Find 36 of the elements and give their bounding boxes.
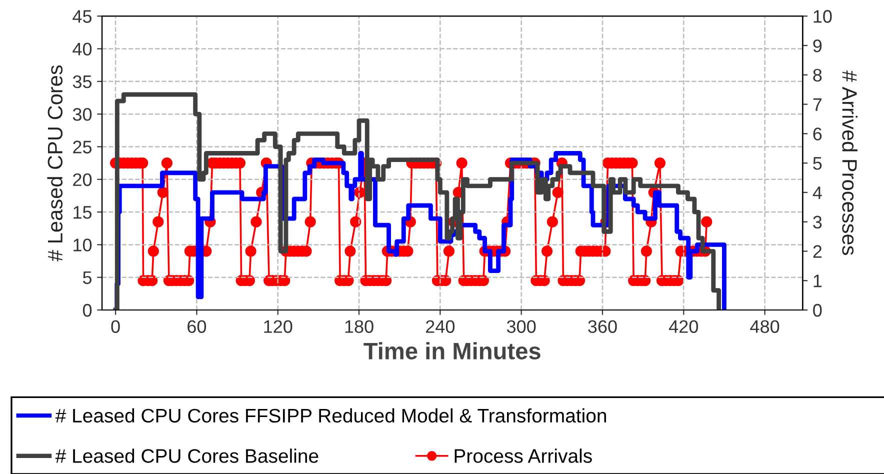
x-tick-label: 180 — [345, 320, 374, 333]
y2-tick-label: 1 — [814, 274, 822, 288]
y-tick-label: 40 — [72, 42, 92, 56]
y2-tick-label: 0 — [813, 304, 822, 317]
y2-tick-label: 10 — [814, 10, 832, 23]
x-tick-label: 120 — [264, 320, 292, 333]
x-tick-label: 480 — [750, 320, 780, 333]
x-tick-label: 300 — [506, 320, 536, 333]
y2-tick-label: 4 — [812, 186, 822, 199]
x-tick-label: 60 — [188, 320, 206, 333]
x-tick-label: 0 — [111, 320, 120, 333]
legend-label: Process Arrivals — [454, 448, 592, 463]
legend-label: # Leased CPU Cores Baseline — [55, 448, 318, 463]
y-axis-title: # Leased CPU Cores — [47, 65, 63, 262]
y2-tick-label: 6 — [813, 128, 822, 140]
y2-tick-label: 9 — [813, 39, 822, 52]
y-tick-label: 0 — [82, 304, 92, 317]
x-tick-label: 360 — [588, 320, 617, 333]
y2-tick-label: 7 — [813, 98, 822, 111]
y-tick-label: 45 — [72, 10, 92, 23]
y-tick-label: 25 — [73, 140, 92, 154]
x-tick-label: 420 — [668, 320, 698, 333]
legend-label: # Leased CPU Cores FFSIPP Reduced Model & Transformation — [55, 408, 606, 423]
y-tick-label: 30 — [72, 108, 92, 121]
y-tick-label: 5 — [82, 271, 92, 284]
y2-tick-label: 3 — [813, 216, 822, 229]
y2-tick-label: 5 — [813, 157, 822, 170]
y2-tick-label: 2 — [813, 245, 822, 258]
y-tick-label: 10 — [74, 238, 92, 252]
x-axis-title: Time in Minutes — [364, 342, 540, 360]
y-tick-label: 35 — [72, 75, 92, 88]
y2-tick-label: 8 — [813, 68, 822, 82]
y-tick-label: 15 — [74, 206, 92, 219]
y2-axis-title: # Arrived Processes — [842, 70, 858, 255]
x-tick-label: 240 — [426, 320, 455, 333]
y-tick-label: 20 — [73, 173, 92, 186]
